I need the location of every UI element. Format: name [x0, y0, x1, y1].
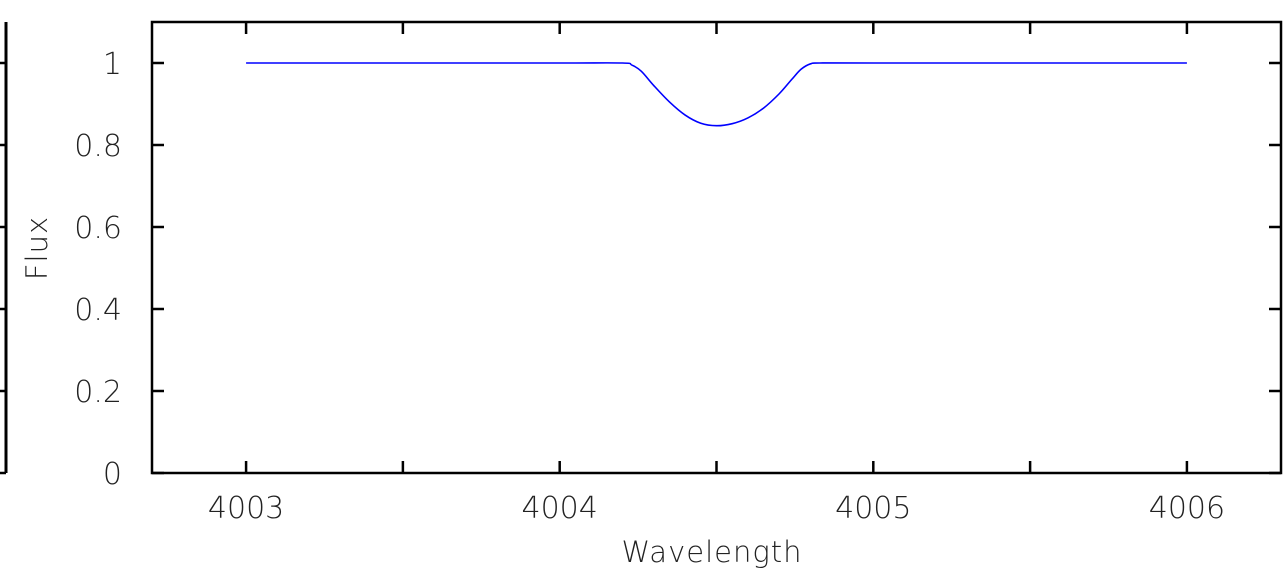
x-axis-label: Wavelength [621, 535, 802, 569]
y-tick-label: 0.2 [74, 375, 122, 410]
y-tick-label: 0.6 [74, 211, 122, 246]
series-layer [246, 63, 1187, 126]
x-tick-label: 4005 [835, 491, 911, 526]
y-tick-label: 1 [103, 47, 122, 82]
axis-ticks [0, 22, 1281, 473]
y-tick-label: 0.8 [74, 129, 122, 164]
y-tick-label: 0.4 [74, 293, 122, 328]
x-tick-label: 4004 [522, 491, 598, 526]
x-tick-label: 4003 [208, 491, 284, 526]
y-tick-label: 0 [103, 457, 122, 492]
x-tick-labels: 4003 4004 4005 4006 [208, 491, 1225, 526]
plot-frame [152, 22, 1281, 473]
flux-series-line [246, 63, 1187, 126]
y-tick-labels: 0 0.2 0.4 0.6 0.8 1 [74, 47, 122, 492]
y-axis-label: Flux [20, 216, 54, 280]
x-tick-label: 4006 [1149, 491, 1225, 526]
